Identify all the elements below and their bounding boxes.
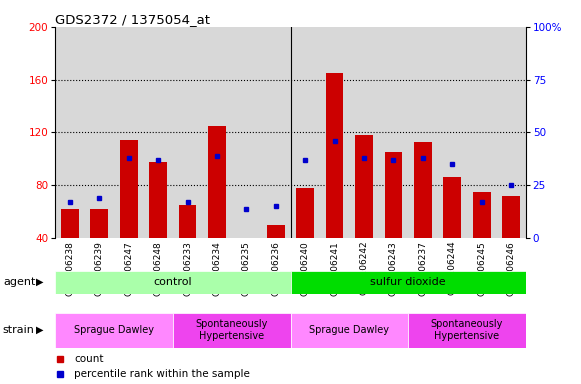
Text: sulfur dioxide: sulfur dioxide [370,277,446,287]
Bar [385,152,402,238]
Bar [208,126,226,238]
Bar [267,225,285,238]
Bar [149,162,167,238]
Bar [55,271,290,294]
Bar [55,313,173,348]
Bar [408,313,526,348]
Bar [290,271,526,294]
Bar [473,192,490,238]
Bar [290,313,408,348]
Bar [120,141,138,238]
Bar [61,209,79,238]
Bar [443,177,461,238]
Bar [238,238,255,241]
Text: control: control [153,277,192,287]
Text: Spontaneously
Hypertensive: Spontaneously Hypertensive [431,319,503,341]
Bar [179,205,196,238]
Text: Sprague Dawley: Sprague Dawley [309,325,389,335]
Bar [296,188,314,238]
Text: agent: agent [3,277,35,287]
Bar [91,209,108,238]
Text: percentile rank within the sample: percentile rank within the sample [74,369,250,379]
Text: ▶: ▶ [36,277,43,287]
Bar [355,135,373,238]
Text: GDS2372 / 1375054_at: GDS2372 / 1375054_at [55,13,210,26]
Text: ▶: ▶ [36,325,43,335]
Text: count: count [74,354,103,364]
Text: Sprague Dawley: Sprague Dawley [74,325,154,335]
Bar [414,142,432,238]
Bar [173,313,290,348]
Bar [503,196,520,238]
Text: strain: strain [3,325,35,335]
Text: Spontaneously
Hypertensive: Spontaneously Hypertensive [195,319,268,341]
Bar [326,73,343,238]
